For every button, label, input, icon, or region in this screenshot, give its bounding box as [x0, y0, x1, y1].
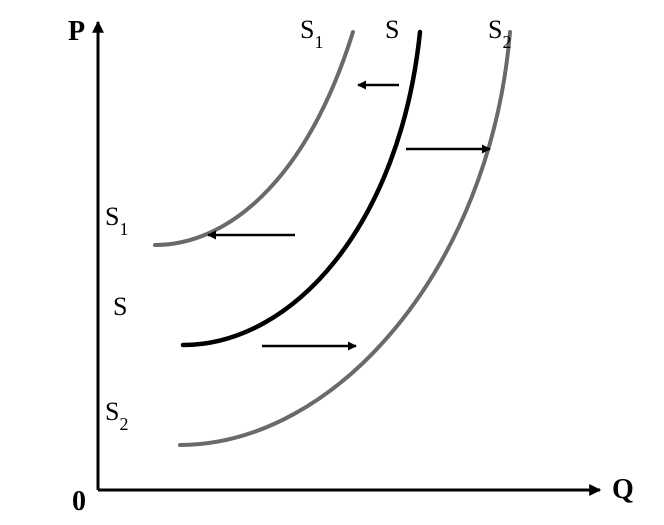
- supply-shift-chart: PQ0S1S1SSS2S2: [0, 0, 664, 525]
- curve-end-label-s: S: [385, 15, 399, 44]
- y-axis-label: P: [68, 16, 85, 47]
- origin-label: 0: [72, 486, 86, 517]
- x-axis-label: Q: [612, 474, 634, 505]
- chart-svg: PQ0S1S1SSS2S2: [0, 0, 664, 525]
- curve-start-label-s: S: [113, 292, 127, 321]
